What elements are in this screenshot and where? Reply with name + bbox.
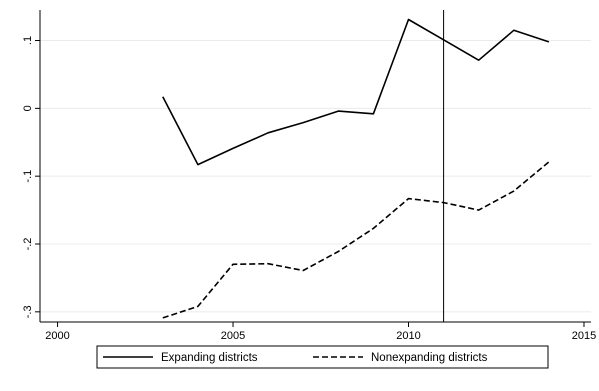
axes: -.3 -.2 -.1 0 .1 2000 2005 2010 2015	[22, 10, 596, 342]
x-tick-label: 2000	[45, 330, 69, 342]
legend-label: Nonexpanding districts	[371, 352, 488, 364]
legend-label: Expanding districts	[161, 352, 258, 364]
y-tick-label: .1	[22, 36, 34, 45]
series-group	[162, 18, 550, 319]
legend: Expanding districts Nonexpanding district…	[96, 345, 549, 369]
y-tick-label: -.2	[22, 238, 34, 251]
y-tick-label: 0	[22, 105, 34, 111]
x-tick-label: 2005	[221, 330, 245, 342]
x-tick-label: 2015	[572, 330, 596, 342]
gridlines	[40, 40, 591, 313]
series-line-0	[162, 18, 550, 166]
x-tick-label: 2010	[396, 330, 420, 342]
series-line-1	[162, 161, 550, 319]
y-tick-label: -.3	[22, 305, 34, 318]
y-tick-label: -.1	[22, 170, 34, 183]
